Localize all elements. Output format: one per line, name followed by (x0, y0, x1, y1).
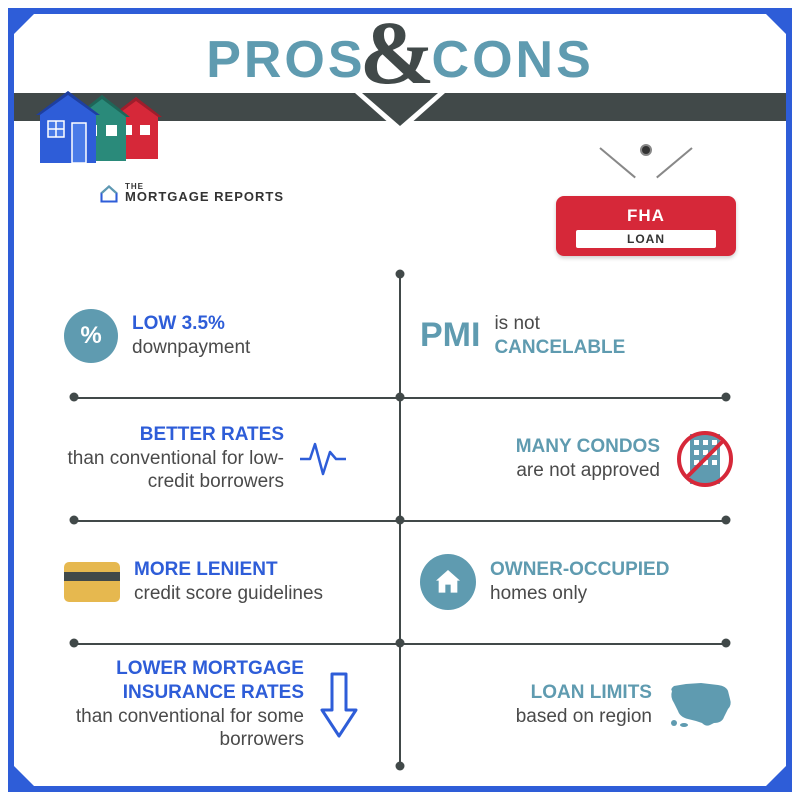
row-2: BETTER RATESthan conventional for low-cr… (44, 397, 756, 520)
con-1-text: is notCANCELABLE (494, 312, 625, 360)
row-1: % LOW 3.5%downpayment PMI is notCANCELAB… (44, 274, 756, 397)
pmi-label: PMI (420, 316, 480, 355)
logo-main: MORTGAGE REPORTS (125, 189, 284, 204)
home-icon (420, 554, 476, 610)
comparison-grid: % LOW 3.5%downpayment PMI is notCANCELAB… (44, 274, 756, 766)
pro-2-text: BETTER RATESthan conventional for low-cr… (64, 423, 284, 494)
logo: THEMORTGAGE REPORTS (99, 184, 284, 204)
row-4: LOWER MORTGAGE INSURANCE RATESthan conve… (44, 643, 756, 766)
pro-1-text: LOW 3.5%downpayment (132, 312, 250, 360)
pulse-icon (298, 434, 348, 484)
con-2-text: MANY CONDOSare not approved (516, 435, 660, 483)
credit-card-icon (64, 562, 120, 602)
row-3: MORE LENIENTcredit score guidelines OWNE… (44, 520, 756, 643)
logo-house-icon (99, 184, 119, 204)
usa-map-icon (666, 681, 736, 729)
percent-icon: % (64, 309, 118, 363)
arrow-down-icon (318, 670, 360, 740)
pro-3-text: MORE LENIENTcredit score guidelines (134, 558, 323, 606)
houses-icon (36, 89, 176, 167)
con-4-text: LOAN LIMITSbased on region (516, 681, 652, 729)
pro-4-text: LOWER MORTGAGE INSURANCE RATESthan conve… (64, 657, 304, 752)
sign-sub: LOAN (576, 230, 716, 248)
sign-title: FHA (576, 206, 716, 226)
fha-sign: FHA LOAN (556, 144, 736, 256)
condo-no-icon (674, 428, 736, 490)
con-3-text: OWNER-OCCUPIEDhomes only (490, 558, 669, 606)
